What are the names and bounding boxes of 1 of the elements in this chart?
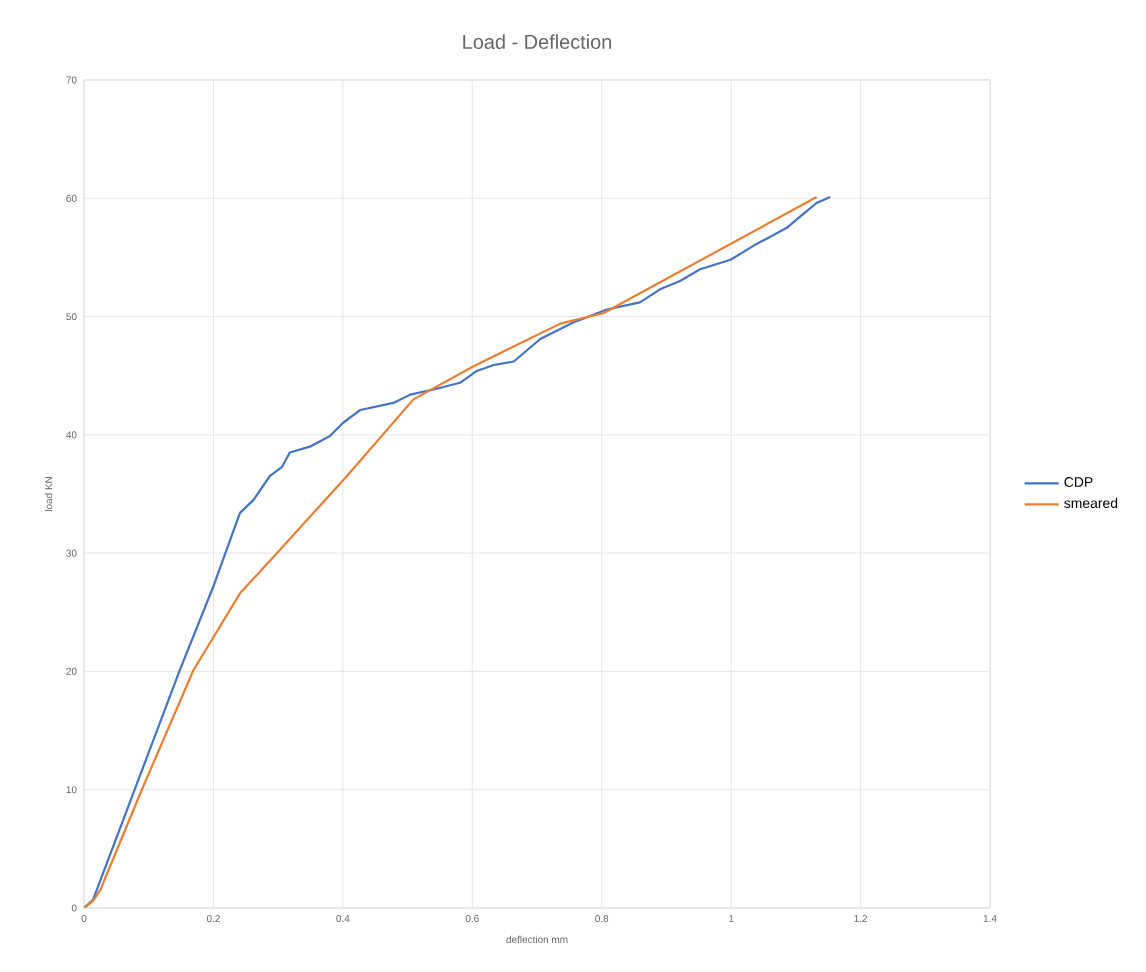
- chart-title: Load - Deflection: [463, 34, 611, 49]
